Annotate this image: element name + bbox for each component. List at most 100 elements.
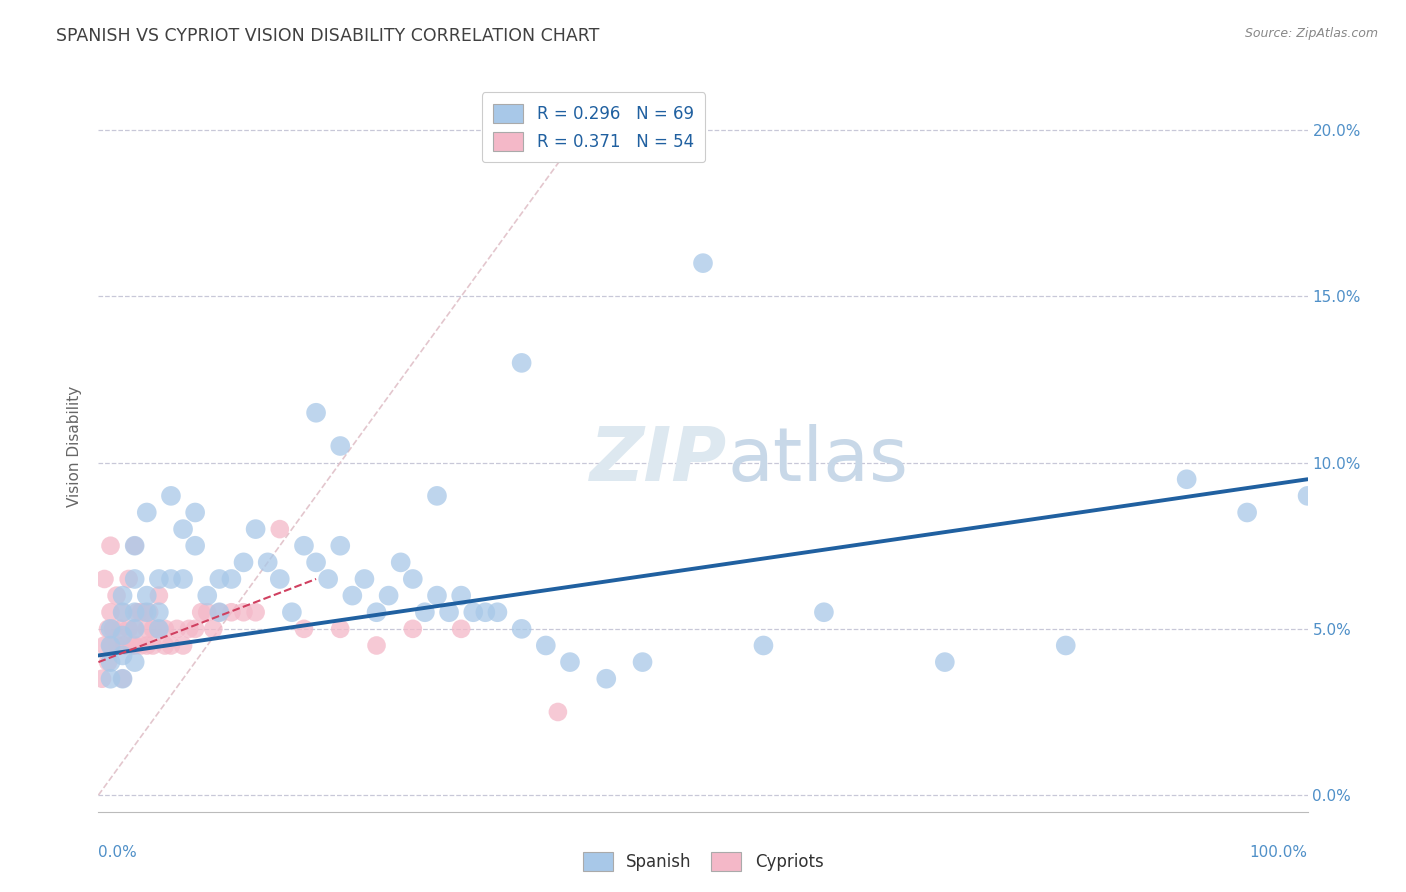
Text: ZIP: ZIP (591, 424, 727, 497)
Point (292, 539, 315, 553)
Point (135, 605, 157, 619)
Point (402, 622, 425, 636)
Point (269, 522, 291, 536)
Point (111, 628, 134, 642)
Point (135, 622, 157, 636)
Point (413, 605, 436, 619)
Point (160, 489, 183, 503)
Point (510, 356, 533, 370)
Point (208, 605, 231, 619)
Point (118, 572, 141, 586)
Point (111, 672, 134, 686)
Point (142, 622, 165, 636)
Point (208, 572, 231, 586)
Point (305, 406, 328, 420)
Point (97, 622, 120, 636)
Point (124, 572, 146, 586)
Point (100, 605, 122, 619)
Point (111, 672, 134, 686)
Point (463, 605, 485, 619)
Point (101, 622, 124, 636)
Point (221, 572, 243, 586)
Point (269, 572, 291, 586)
Point (160, 572, 183, 586)
Point (148, 622, 170, 636)
Point (105, 639, 128, 653)
Point (547, 705, 569, 719)
Point (631, 655, 654, 669)
Point (153, 622, 176, 636)
Point (195, 605, 218, 619)
Point (245, 605, 267, 619)
Point (558, 655, 581, 669)
Point (124, 622, 146, 636)
Point (292, 622, 315, 636)
Point (124, 539, 146, 553)
Point (100, 539, 122, 553)
Point (148, 589, 170, 603)
Text: 100.0%: 100.0% (1250, 845, 1308, 860)
Point (111, 589, 134, 603)
Point (124, 605, 146, 619)
Point (148, 622, 170, 636)
Point (752, 639, 775, 653)
Point (108, 622, 131, 636)
Point (474, 605, 496, 619)
Point (135, 639, 157, 653)
Point (93, 572, 115, 586)
Point (366, 605, 388, 619)
Point (692, 256, 714, 270)
Point (595, 672, 617, 686)
Point (93, 639, 115, 653)
Point (184, 622, 207, 636)
Point (148, 572, 170, 586)
Point (172, 522, 194, 536)
Point (91, 672, 114, 686)
Point (245, 522, 267, 536)
Point (166, 622, 188, 636)
Point (342, 589, 364, 603)
Point (153, 639, 176, 653)
Point (135, 589, 157, 603)
Y-axis label: Vision Disability: Vision Disability (67, 385, 83, 507)
Text: 0.0%: 0.0% (98, 845, 138, 860)
Point (138, 605, 160, 619)
Point (366, 639, 388, 653)
Point (100, 639, 122, 653)
Point (111, 605, 134, 619)
Point (934, 655, 956, 669)
Point (1054, 639, 1077, 653)
Point (305, 555, 328, 569)
Point (105, 589, 128, 603)
Point (208, 605, 231, 619)
Point (202, 622, 225, 636)
Point (114, 639, 136, 653)
Point (316, 572, 339, 586)
Point (97, 655, 120, 669)
Point (329, 622, 352, 636)
Legend: Spanish, Cypriots: Spanish, Cypriots (574, 843, 832, 880)
Point (329, 539, 352, 553)
Point (124, 539, 146, 553)
Point (124, 655, 146, 669)
Point (129, 639, 152, 653)
Point (184, 506, 207, 520)
Point (190, 605, 212, 619)
Point (1296, 489, 1319, 503)
Point (100, 672, 122, 686)
Point (1175, 472, 1198, 486)
Text: Source: ZipAtlas.com: Source: ZipAtlas.com (1244, 27, 1378, 40)
Point (534, 639, 557, 653)
Point (329, 439, 352, 453)
Point (389, 555, 412, 569)
Text: SPANISH VS CYPRIOT VISION DISABILITY CORRELATION CHART: SPANISH VS CYPRIOT VISION DISABILITY COR… (56, 27, 599, 45)
Point (135, 506, 157, 520)
Point (142, 639, 165, 653)
Point (111, 648, 134, 663)
Point (450, 622, 472, 636)
Point (510, 622, 533, 636)
Legend: R = 0.296   N = 69, R = 0.371   N = 54: R = 0.296 N = 69, R = 0.371 N = 54 (482, 92, 706, 162)
Point (100, 622, 122, 636)
Point (111, 639, 134, 653)
Point (129, 605, 152, 619)
